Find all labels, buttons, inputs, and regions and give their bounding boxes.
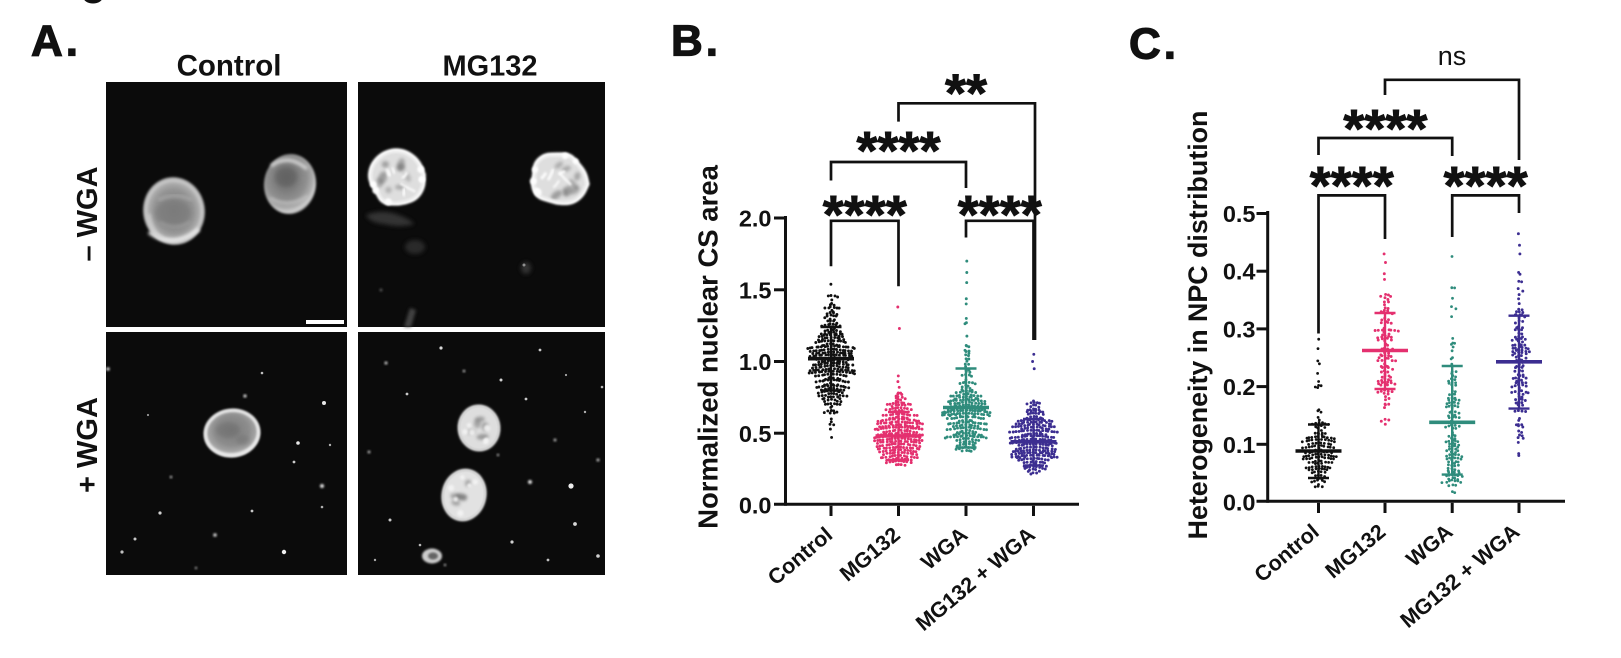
svg-text:****: **** [823, 185, 907, 245]
svg-text:0.3: 0.3 [1223, 316, 1256, 342]
svg-text:Control: Control [1250, 519, 1324, 587]
svg-text:MG132: MG132 [442, 51, 537, 83]
svg-text:C.: C. [1129, 20, 1179, 69]
svg-text:– WGA: – WGA [72, 166, 104, 261]
svg-text:Control: Control [763, 522, 837, 590]
svg-text:ns: ns [1438, 41, 1467, 71]
svg-text:0.5: 0.5 [739, 421, 772, 447]
svg-text:0.0: 0.0 [1223, 490, 1256, 516]
svg-text:****: **** [958, 185, 1042, 245]
svg-text:MG132 + WGA: MG132 + WGA [911, 522, 1039, 635]
svg-text:MG132: MG132 [835, 522, 904, 586]
svg-text:1.5: 1.5 [739, 277, 772, 303]
svg-text:Heterogeneity in NPC distribut: Heterogeneity in NPC distribution [1183, 111, 1213, 540]
svg-text:1.0: 1.0 [739, 349, 772, 375]
svg-text:**: ** [945, 64, 987, 124]
svg-text:+ WGA: + WGA [72, 397, 104, 493]
svg-text:0.4: 0.4 [1223, 259, 1256, 285]
svg-text:Control: Control [177, 50, 282, 83]
svg-text:****: **** [856, 121, 940, 181]
svg-text:B.: B. [671, 17, 721, 66]
svg-text:WGA: WGA [1402, 519, 1458, 571]
svg-text:MG132: MG132 [1321, 519, 1390, 583]
svg-text:Normalized nuclear CS area: Normalized nuclear CS area [693, 164, 724, 528]
svg-text:0.2: 0.2 [1223, 374, 1256, 400]
svg-text:****: **** [1310, 156, 1394, 216]
svg-text:0.5: 0.5 [1223, 201, 1256, 227]
svg-text:****: **** [1444, 156, 1528, 216]
svg-text:0.0: 0.0 [739, 493, 772, 519]
svg-text:0.1: 0.1 [1223, 432, 1256, 458]
svg-text:A.: A. [31, 17, 81, 66]
svg-text:****: **** [1343, 99, 1427, 159]
svg-text:WGA: WGA [917, 522, 973, 574]
svg-text:2.0: 2.0 [739, 206, 772, 232]
svg-text:MG132 + WGA: MG132 + WGA [1396, 519, 1524, 632]
